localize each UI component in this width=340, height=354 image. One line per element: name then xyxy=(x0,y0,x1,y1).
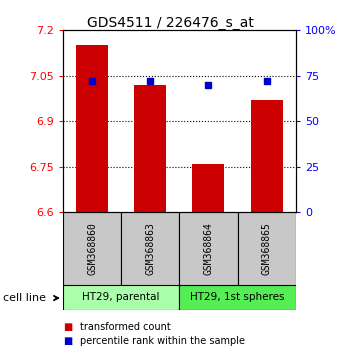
Text: HT29, 1st spheres: HT29, 1st spheres xyxy=(190,292,285,302)
Text: ■: ■ xyxy=(63,336,72,346)
Text: HT29, parental: HT29, parental xyxy=(82,292,160,302)
Bar xyxy=(180,212,238,285)
Bar xyxy=(63,212,121,285)
Bar xyxy=(63,285,180,310)
Text: GSM368864: GSM368864 xyxy=(203,222,214,275)
Bar xyxy=(192,164,224,212)
Text: GDS4511 / 226476_s_at: GDS4511 / 226476_s_at xyxy=(87,16,253,30)
Bar xyxy=(121,212,180,285)
Bar xyxy=(238,212,296,285)
Text: GSM368860: GSM368860 xyxy=(87,222,97,275)
Bar xyxy=(76,45,108,212)
Text: cell line: cell line xyxy=(3,293,46,303)
Bar xyxy=(134,85,166,212)
Text: percentile rank within the sample: percentile rank within the sample xyxy=(80,336,245,346)
Text: transformed count: transformed count xyxy=(80,322,171,332)
Bar xyxy=(251,100,283,212)
Bar xyxy=(180,285,296,310)
Text: GSM368863: GSM368863 xyxy=(145,222,155,275)
Text: GSM368865: GSM368865 xyxy=(262,222,272,275)
Text: ■: ■ xyxy=(63,322,72,332)
